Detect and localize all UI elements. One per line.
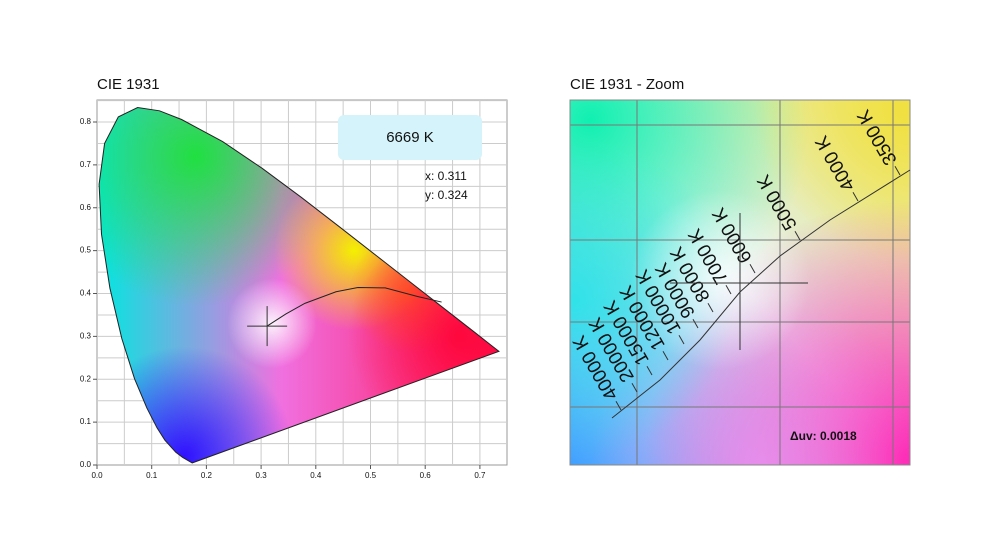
- y-readout: y: 0.324: [425, 188, 468, 202]
- isotherm-tick: [678, 335, 685, 345]
- duv-value: Δuv: 0.0018: [790, 429, 857, 443]
- isotherm-tick: [894, 166, 901, 176]
- isotherm-tick: [615, 401, 622, 411]
- isotherm-tick: [707, 303, 714, 313]
- y-tick-label: 0.2: [80, 374, 92, 383]
- isotherm-tick: [749, 264, 756, 274]
- x-tick-label: 0.4: [310, 471, 322, 480]
- cct-box: [338, 115, 482, 160]
- isotherm-tick: [725, 285, 732, 295]
- spectral-locus: [98, 106, 500, 464]
- y-tick-label: 0.5: [80, 246, 92, 255]
- x-tick-label: 0.5: [365, 471, 377, 480]
- isotherm-tick: [692, 319, 699, 329]
- x-tick-label: 0.3: [256, 471, 268, 480]
- y-tick-label: 0.0: [80, 460, 92, 469]
- isotherm-tick: [794, 231, 801, 241]
- isotherm-tick: [631, 383, 638, 393]
- isotherm-tick: [646, 366, 653, 376]
- zoom-frame: [569, 99, 911, 466]
- y-tick-label: 0.3: [80, 331, 92, 340]
- y-tick-label: 0.8: [80, 117, 92, 126]
- x-readout: x: 0.311: [425, 169, 467, 183]
- y-tick-label: 0.1: [80, 417, 92, 426]
- y-tick-label: 0.6: [80, 203, 92, 212]
- right-title: CIE 1931 - Zoom: [570, 76, 684, 93]
- isotherm-tick: [852, 192, 859, 202]
- isotherm-tick: [662, 351, 669, 361]
- y-tick-label: 0.7: [80, 160, 92, 169]
- x-tick-label: 0.0: [91, 471, 103, 480]
- x-tick-label: 0.2: [201, 471, 213, 480]
- y-tick-label: 0.4: [80, 289, 92, 298]
- left-title: CIE 1931: [97, 76, 160, 93]
- planckian-locus: [266, 286, 442, 327]
- x-tick-label: 0.1: [146, 471, 158, 480]
- x-tick-label: 0.6: [420, 471, 432, 480]
- cct-value: 6669 K: [386, 129, 434, 146]
- x-tick-label: 0.7: [474, 471, 486, 480]
